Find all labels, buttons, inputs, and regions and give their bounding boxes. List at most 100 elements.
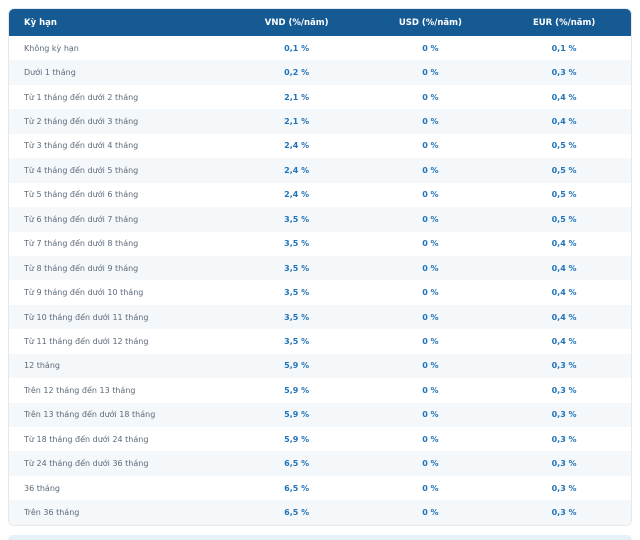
vnd-rate-cell: 6,5 % bbox=[284, 508, 310, 518]
vnd-rate-cell: 2,1 % bbox=[284, 117, 310, 127]
table-row: Từ 8 tháng đến dưới 9 tháng 3,5 % 0 % 0,4 % bbox=[9, 255, 631, 281]
table-row: 36 tháng 6,5 % 0 % 0,3 % bbox=[9, 475, 631, 501]
vnd-rate-cell: 2,4 % bbox=[284, 165, 310, 175]
term-cell: 36 tháng bbox=[24, 483, 60, 493]
term-cell: Từ 11 tháng đến dưới 12 tháng bbox=[24, 336, 149, 346]
vnd-rate-cell: 3,5 % bbox=[284, 312, 310, 322]
eur-rate-cell: 0,3 % bbox=[551, 361, 577, 371]
table-row: Trên 13 tháng đến dưới 18 tháng 5,9 % 0 % 0… bbox=[9, 402, 631, 427]
usd-rate-cell: 0 % bbox=[422, 190, 439, 200]
usd-rate-cell: 0 % bbox=[422, 263, 439, 273]
usd-rate-cell: 0 % bbox=[422, 508, 439, 518]
usd-rate-cell: 0 % bbox=[422, 385, 439, 395]
term-cell: Từ 18 tháng đến dưới 24 tháng bbox=[24, 434, 149, 444]
vnd-rate-cell: 5,9 % bbox=[284, 410, 310, 420]
eur-rate-cell: 0,5 % bbox=[551, 141, 577, 151]
table-row: Từ 1 tháng đến dưới 2 tháng 2,1 % 0 % 0,4 % bbox=[9, 84, 631, 110]
column-header-term: Kỳ hạn bbox=[24, 17, 57, 28]
term-cell: Từ 7 tháng đến dưới 8 tháng bbox=[24, 239, 139, 249]
eur-rate-cell: 0,3 % bbox=[551, 434, 577, 444]
usd-rate-cell: 0 % bbox=[422, 165, 439, 175]
term-cell: Không kỳ hạn bbox=[24, 43, 79, 53]
usd-rate-cell: 0 % bbox=[422, 117, 439, 127]
eur-rate-cell: 0,3 % bbox=[551, 385, 577, 395]
usd-rate-cell: 0 % bbox=[422, 483, 439, 493]
vnd-rate-cell: 6,5 % bbox=[284, 483, 310, 493]
eur-rate-cell: 0,3 % bbox=[551, 459, 577, 469]
vnd-rate-cell: 5,9 % bbox=[284, 361, 310, 371]
table-row: Từ 4 tháng đến dưới 5 tháng 2,4 % 0 % 0,5 % bbox=[9, 158, 631, 183]
table-row: Trên 36 tháng 6,5 % 0 % 0,3 % bbox=[9, 500, 631, 525]
term-cell: Trên 36 tháng bbox=[24, 508, 80, 518]
column-header-eur: EUR (%/năm) bbox=[532, 17, 596, 28]
eur-rate-cell: 0,5 % bbox=[551, 214, 577, 224]
term-cell: Từ 24 tháng đến dưới 36 tháng bbox=[24, 459, 149, 469]
rates-table-card: Kỳ hạn VND (%/năm) USD (%/năm) EUR (%/nă… bbox=[8, 8, 632, 526]
vnd-rate-cell: 0,1 % bbox=[284, 43, 310, 53]
vnd-rate-cell: 3,5 % bbox=[284, 239, 310, 249]
term-cell: Dưới 1 tháng bbox=[24, 68, 76, 78]
eur-rate-cell: 0,4 % bbox=[551, 92, 577, 102]
table-row: Từ 2 tháng đến dưới 3 tháng 2,1 % 0 % 0,4 % bbox=[9, 109, 631, 134]
vnd-rate-cell: 3,5 % bbox=[284, 263, 310, 273]
term-cell: Từ 2 tháng đến dưới 3 tháng bbox=[24, 117, 139, 127]
usd-rate-cell: 0 % bbox=[422, 92, 439, 102]
term-cell: 12 tháng bbox=[24, 361, 60, 371]
term-cell: Trên 12 tháng đến 13 tháng bbox=[24, 385, 136, 395]
vnd-rate-cell: 3,5 % bbox=[284, 214, 310, 224]
eur-rate-cell: 0,1 % bbox=[551, 43, 577, 53]
table-row: Từ 7 tháng đến dưới 8 tháng 3,5 % 0 % 0,4 % bbox=[9, 231, 631, 256]
table-row: 12 tháng 5,9 % 0 % 0,3 % bbox=[9, 353, 631, 379]
term-cell: Từ 9 tháng đến dưới 10 tháng bbox=[24, 288, 144, 298]
vnd-rate-cell: 5,9 % bbox=[284, 385, 310, 395]
table-row: Từ 24 tháng đến dưới 36 tháng 6,5 % 0 % 0,3… bbox=[9, 451, 631, 476]
table-row: Từ 18 tháng đến dưới 24 tháng 5,9 % 0 % 0,3… bbox=[9, 427, 631, 452]
term-cell: Từ 4 tháng đến dưới 5 tháng bbox=[24, 165, 139, 175]
vnd-rate-cell: 3,5 % bbox=[284, 288, 310, 298]
table-row: Trên 12 tháng đến 13 tháng 5,9 % 0 % 0,3 % bbox=[9, 378, 631, 403]
eur-rate-cell: 0,4 % bbox=[551, 239, 577, 249]
term-cell: Từ 6 tháng đến dưới 7 tháng bbox=[24, 214, 139, 224]
usd-rate-cell: 0 % bbox=[422, 68, 439, 78]
table-row: Từ 10 tháng đến dưới 11 tháng 3,5 % 0 % 0,4… bbox=[9, 304, 631, 330]
vnd-rate-cell: 3,5 % bbox=[284, 336, 310, 346]
eur-rate-cell: 0,3 % bbox=[551, 483, 577, 493]
column-header-vnd: VND (%/năm) bbox=[264, 17, 329, 28]
table-row: Từ 11 tháng đến dưới 12 tháng 3,5 % 0 % 0,4… bbox=[9, 329, 631, 354]
usd-rate-cell: 0 % bbox=[422, 288, 439, 298]
rates-table-header: Kỳ hạn VND (%/năm) USD (%/năm) EUR (%/nă… bbox=[9, 9, 631, 36]
table-row: Không kỳ hạn 0,1 % 0 % 0,1 % bbox=[9, 36, 631, 61]
column-header-usd: USD (%/năm) bbox=[398, 17, 462, 28]
term-cell: Từ 1 tháng đến dưới 2 tháng bbox=[24, 92, 139, 102]
usd-rate-cell: 0 % bbox=[422, 410, 439, 420]
usd-rate-cell: 0 % bbox=[422, 239, 439, 249]
vnd-rate-cell: 2,1 % bbox=[284, 92, 310, 102]
usd-rate-cell: 0 % bbox=[422, 43, 439, 53]
table-row: Từ 5 tháng đến dưới 6 tháng 2,4 % 0 % 0,5 % bbox=[9, 182, 631, 208]
rates-table-body: Không kỳ hạn 0,1 % 0 % 0,1 % Dưới 1 tháng 0,2… bbox=[9, 36, 631, 525]
eur-rate-cell: 0,4 % bbox=[551, 288, 577, 298]
usd-rate-cell: 0 % bbox=[422, 312, 439, 322]
table-row: Từ 6 tháng đến dưới 7 tháng 3,5 % 0 % 0,5 % bbox=[9, 207, 631, 232]
table-row: Dưới 1 tháng 0,2 % 0 % 0,3 % bbox=[9, 60, 631, 85]
eur-rate-cell: 0,3 % bbox=[551, 508, 577, 518]
usd-rate-cell: 0 % bbox=[422, 141, 439, 151]
table-row: Từ 9 tháng đến dưới 10 tháng 3,5 % 0 % 0,4 … bbox=[9, 280, 631, 305]
vnd-rate-cell: 0,2 % bbox=[284, 68, 310, 78]
vnd-rate-cell: 5,9 % bbox=[284, 434, 310, 444]
vnd-rate-cell: 2,4 % bbox=[284, 190, 310, 200]
usd-rate-cell: 0 % bbox=[422, 214, 439, 224]
eur-rate-cell: 0,4 % bbox=[551, 312, 577, 322]
usd-rate-cell: 0 % bbox=[422, 361, 439, 371]
usd-rate-cell: 0 % bbox=[422, 459, 439, 469]
eur-rate-cell: 0,3 % bbox=[551, 410, 577, 420]
next-section-bar bbox=[8, 535, 632, 540]
vnd-rate-cell: 6,5 % bbox=[284, 459, 310, 469]
eur-rate-cell: 0,5 % bbox=[551, 190, 577, 200]
usd-rate-cell: 0 % bbox=[422, 434, 439, 444]
term-cell: Từ 10 tháng đến dưới 11 tháng bbox=[24, 312, 149, 322]
term-cell: Từ 3 tháng đến dưới 4 tháng bbox=[24, 141, 139, 151]
eur-rate-cell: 0,4 % bbox=[551, 336, 577, 346]
term-cell: Từ 5 tháng đến dưới 6 tháng bbox=[24, 190, 139, 200]
